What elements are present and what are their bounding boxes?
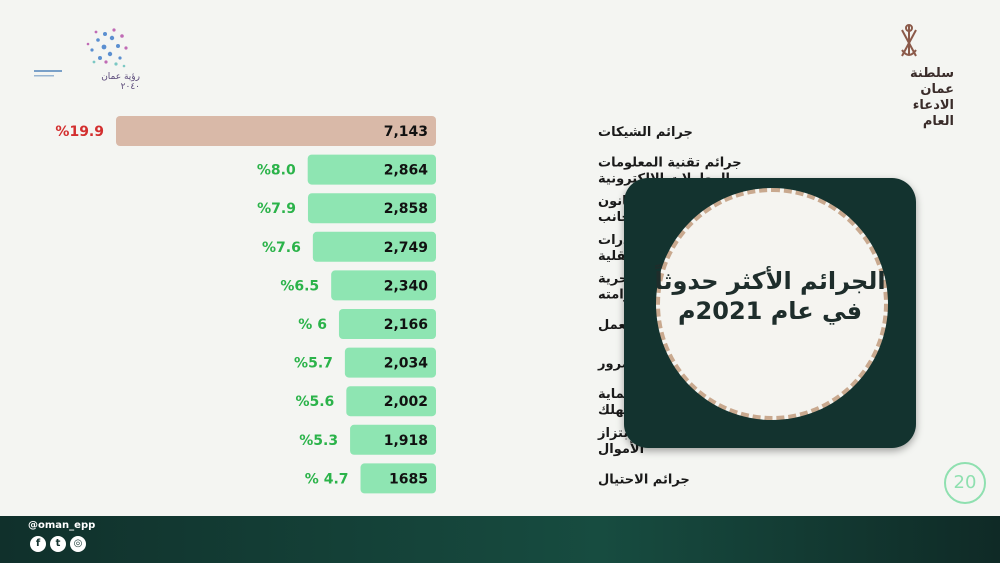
bar bbox=[312, 231, 436, 262]
bar-value-label: 1,918 bbox=[384, 433, 428, 449]
panel-title-line2: في عام 2021م bbox=[677, 297, 863, 325]
percent-label: %5.3 bbox=[299, 433, 338, 449]
panel-title: الجرائم الأكثر حدوثاً في عام 2021م bbox=[624, 266, 916, 326]
percent-label: % 6 bbox=[298, 317, 327, 333]
bar-value-label: 1685 bbox=[389, 471, 428, 487]
bar bbox=[338, 309, 436, 339]
bar bbox=[116, 116, 436, 146]
vision-text: رؤية عمان ٢٠٤٠ bbox=[101, 72, 140, 92]
percent-label: %19.9 bbox=[55, 124, 104, 140]
page-number: 20 bbox=[944, 462, 986, 504]
bar-value-label: 2,034 bbox=[384, 356, 429, 372]
facebook-icon[interactable]: f bbox=[30, 536, 46, 552]
percent-label: %5.6 bbox=[295, 394, 334, 410]
footer-bar: @oman_epp f t ◎ bbox=[0, 516, 1000, 563]
oman-vision-logo: رؤية عمان ٢٠٤٠ bbox=[30, 20, 140, 92]
oman-emblem-icon bbox=[901, 24, 917, 57]
twitter-icon[interactable]: t bbox=[50, 536, 66, 552]
bar-value-label: 2,858 bbox=[384, 201, 428, 217]
category-label: جرائم تقنية المعلومات bbox=[598, 156, 742, 171]
percent-label: %7.9 bbox=[257, 201, 296, 217]
category-label: الأموال bbox=[598, 440, 644, 457]
title-circle bbox=[656, 188, 888, 420]
vision-mark-icon bbox=[34, 28, 128, 77]
percent-label: %6.5 bbox=[280, 278, 319, 294]
percent-label: % 4.7 bbox=[305, 471, 349, 487]
category-label: جرائم الشيكات bbox=[598, 125, 693, 140]
percent-label: %5.7 bbox=[294, 356, 333, 372]
bar-value-label: 2,002 bbox=[384, 394, 428, 410]
percent-label: %7.6 bbox=[262, 240, 301, 256]
bar-value-label: 2,166 bbox=[384, 317, 428, 333]
bar bbox=[307, 193, 436, 224]
percent-label: %8.0 bbox=[257, 163, 296, 179]
panel-title-line1: الجرائم الأكثر حدوثاً bbox=[654, 267, 886, 295]
bar bbox=[360, 463, 436, 494]
bar-value-label: 2,749 bbox=[384, 240, 428, 256]
instagram-icon[interactable]: ◎ bbox=[70, 536, 86, 552]
public-prosecution-logo: سلطنة عمان الادعاء العام bbox=[880, 20, 980, 129]
bar bbox=[331, 270, 436, 301]
bar bbox=[344, 347, 436, 378]
title-panel: الجرائم الأكثر حدوثاً في عام 2021م bbox=[624, 178, 916, 448]
bar-value-label: 7,143 bbox=[384, 124, 428, 140]
social-handle: @oman_epp bbox=[28, 520, 96, 531]
bar-value-label: 2,340 bbox=[384, 278, 429, 294]
bar bbox=[307, 154, 436, 185]
category-label: جرائم الاحتيال bbox=[598, 472, 690, 487]
bar bbox=[346, 386, 436, 417]
social-icons: f t ◎ bbox=[30, 536, 86, 552]
bar-value-label: 2,864 bbox=[384, 163, 429, 179]
logo-arabic-text: سلطنة عمان الادعاء العام bbox=[910, 66, 954, 129]
bar bbox=[350, 424, 436, 455]
